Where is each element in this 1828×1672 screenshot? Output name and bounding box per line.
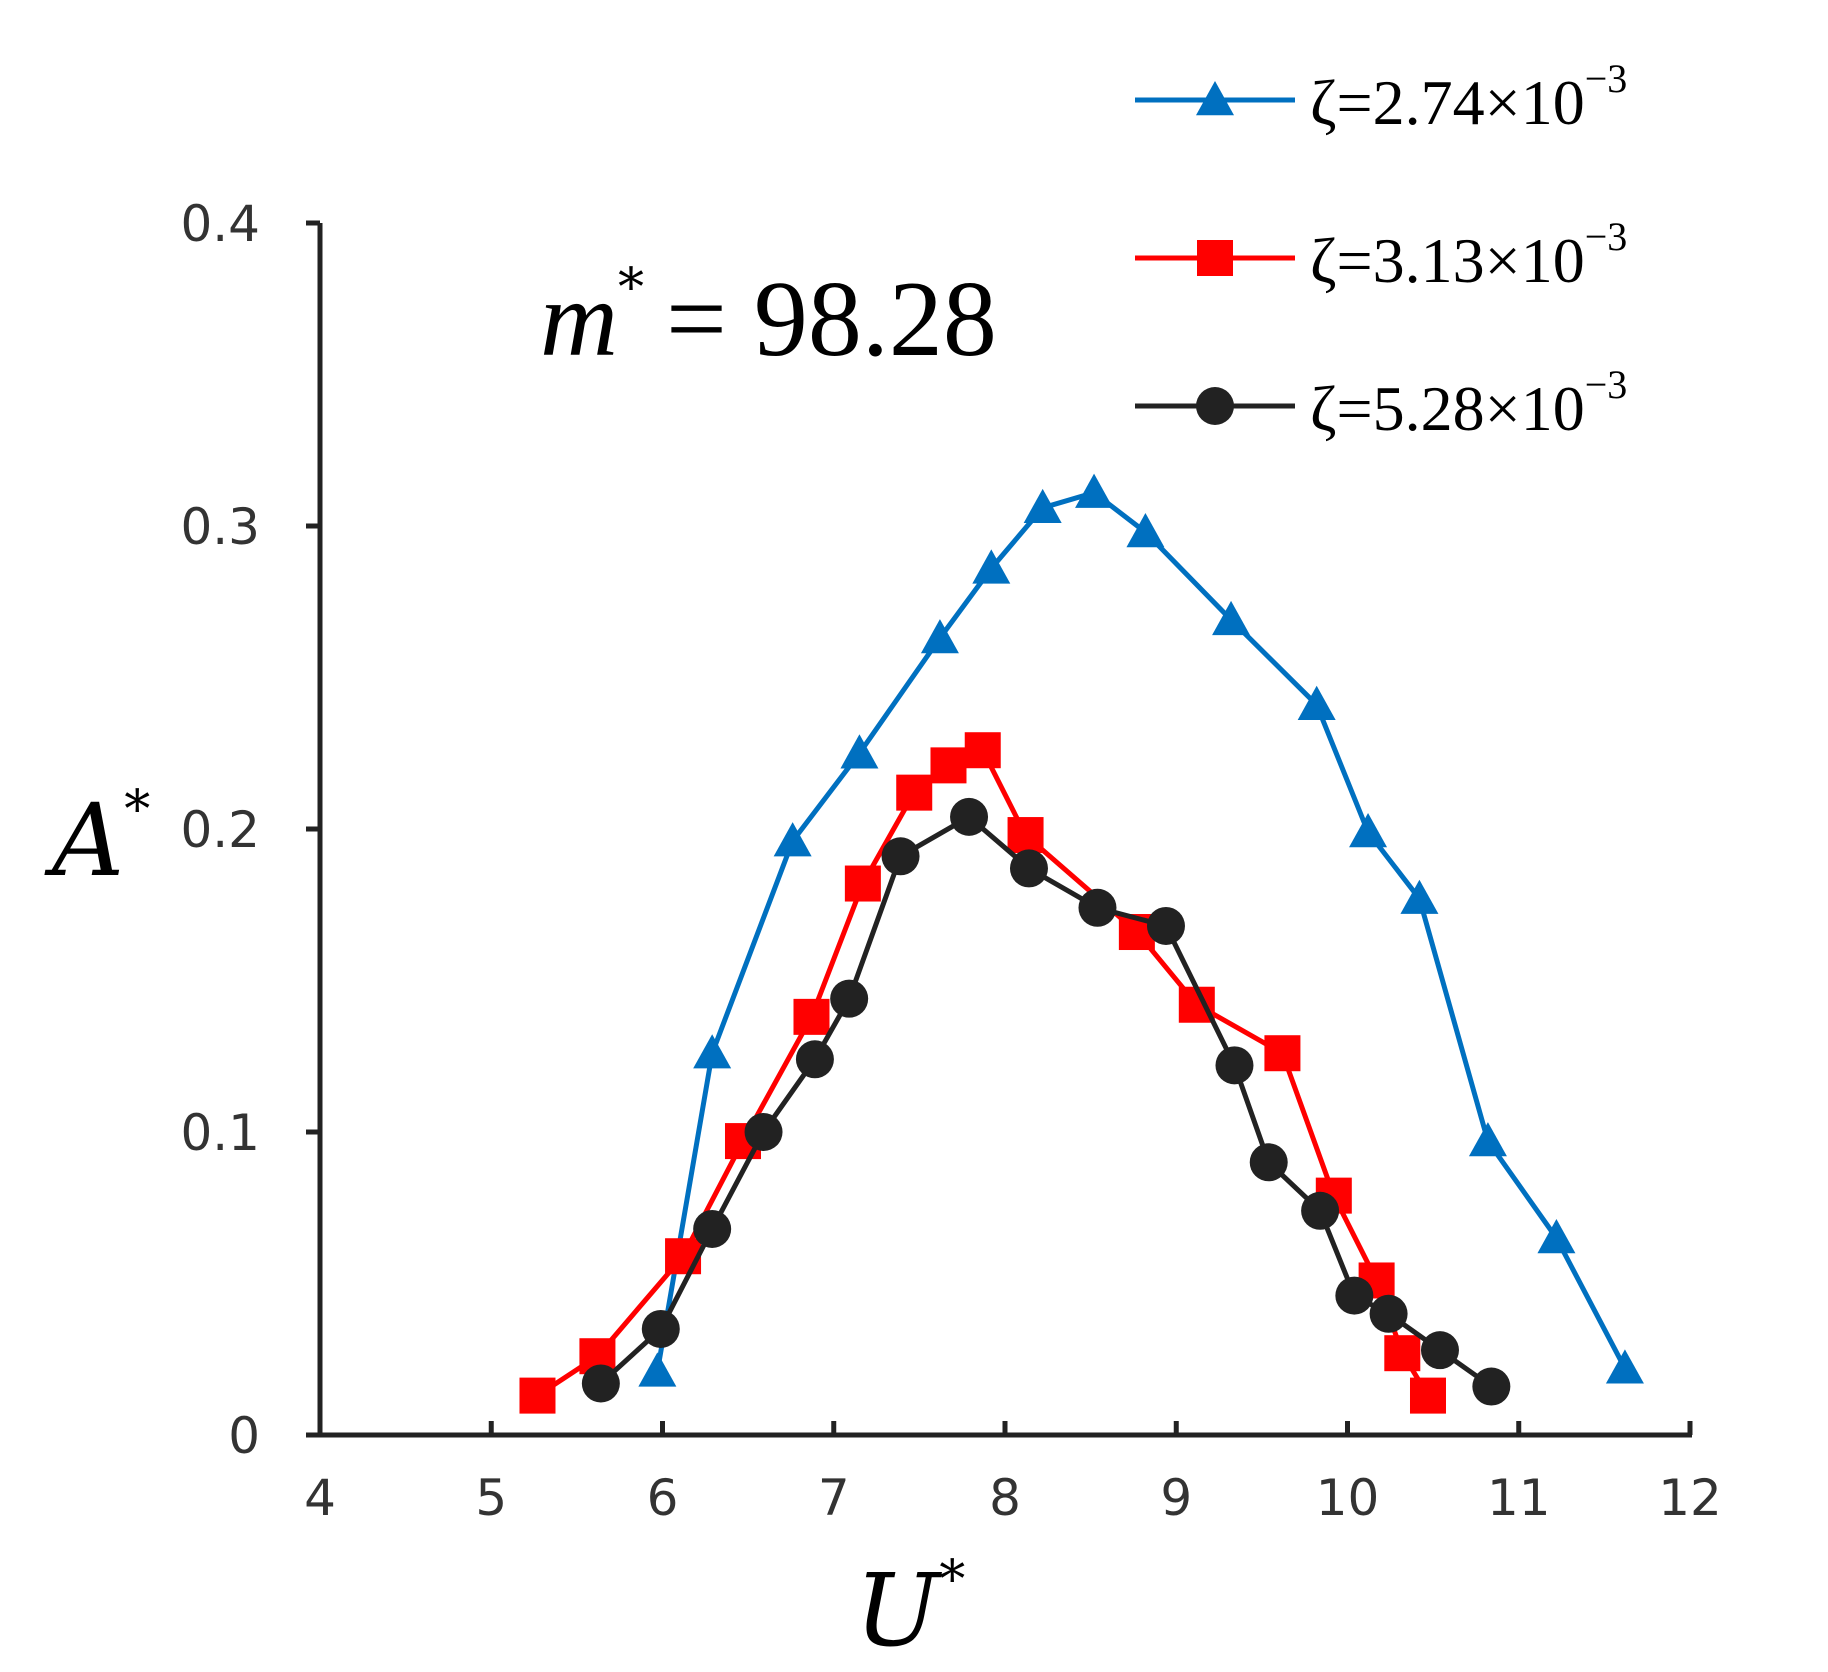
data-point <box>795 1040 834 1079</box>
data-point <box>1384 1335 1421 1372</box>
data-point <box>1249 1143 1288 1182</box>
tick-labels: 4 5 6 7 8 9 10 11 12 0 0.1 0.2 0.3 0.4 <box>180 195 1721 1527</box>
data-point <box>581 1364 620 1403</box>
data-point <box>1264 1035 1301 1072</box>
y-tick-label: 0.2 <box>180 801 260 859</box>
data-point <box>1007 817 1044 854</box>
x-tick-label: 4 <box>304 1469 336 1527</box>
data-point <box>972 549 1011 584</box>
data-point <box>1605 1349 1644 1384</box>
x-tick-label: 10 <box>1316 1469 1380 1527</box>
legend-swatch-marker <box>1196 81 1234 116</box>
series-1 <box>638 473 1644 1387</box>
y-tick-label: 0.4 <box>180 195 260 253</box>
legend-entry-1: ζ=2.74×10−3 <box>1135 56 1627 138</box>
data-point <box>920 619 959 654</box>
x-tick-label: 5 <box>475 1469 507 1527</box>
data-point <box>1023 488 1062 524</box>
annotation: m* = 98.28 <box>540 258 997 379</box>
x-tick-label: 7 <box>818 1469 850 1527</box>
y-axis-title-text: A* <box>44 780 150 899</box>
annotation-text: m* = 98.28 <box>540 258 997 379</box>
data-point <box>519 1377 556 1414</box>
series-layer <box>519 473 1644 1414</box>
data-point <box>930 747 967 784</box>
data-point <box>1297 685 1336 720</box>
data-point <box>1349 813 1388 848</box>
data-point <box>964 732 1001 769</box>
legend-entry-3: ζ=5.28×10−3 <box>1135 362 1627 444</box>
data-point <box>1078 888 1117 927</box>
y-tick-label: 0.1 <box>180 1104 260 1162</box>
y-axis-title: A* <box>44 780 150 899</box>
data-point <box>1212 600 1251 636</box>
x-tick-label: 8 <box>989 1469 1021 1527</box>
data-point <box>1409 1377 1446 1414</box>
data-point <box>950 797 989 836</box>
legend-swatch-marker <box>1196 387 1234 425</box>
legend-swatch-marker <box>1197 240 1233 276</box>
data-point <box>1301 1191 1340 1230</box>
x-axis-title-text: U* <box>855 1550 965 1669</box>
series-3 <box>581 797 1511 1406</box>
x-tick-label: 9 <box>1160 1469 1192 1527</box>
data-point <box>1126 513 1165 548</box>
data-point <box>641 1309 680 1348</box>
data-point <box>1146 906 1185 945</box>
data-point <box>773 822 812 857</box>
x-tick-label: 6 <box>647 1469 679 1527</box>
data-point <box>1009 849 1048 888</box>
data-point <box>693 1034 732 1069</box>
data-point <box>1468 1122 1507 1157</box>
legend-entry-2: ζ=3.13×10−3 <box>1135 214 1627 296</box>
series-line <box>654 490 1628 1372</box>
y-tick-label: 0.3 <box>180 498 260 556</box>
data-point <box>793 998 830 1035</box>
legend: ζ=2.74×10−3 ζ=3.13×10−3 ζ=5.28×10−3 <box>1135 56 1627 444</box>
data-point <box>1075 473 1114 508</box>
x-axis-title: U* <box>855 1550 965 1669</box>
data-point <box>1420 1331 1459 1370</box>
data-point <box>1400 879 1439 914</box>
legend-label: ζ=3.13×10−3 <box>1310 214 1627 296</box>
y-tick-label: 0 <box>228 1407 260 1465</box>
data-point <box>1215 1046 1254 1085</box>
legend-label: ζ=5.28×10−3 <box>1310 362 1627 444</box>
data-point <box>830 979 869 1018</box>
x-tick-label: 12 <box>1658 1469 1722 1527</box>
legend-label: ζ=2.74×10−3 <box>1310 56 1627 138</box>
data-point <box>665 1238 702 1275</box>
data-point <box>881 837 920 876</box>
data-point <box>1472 1367 1511 1406</box>
data-point <box>840 734 879 769</box>
data-point <box>1537 1219 1576 1254</box>
data-point <box>844 865 881 902</box>
data-point <box>744 1113 783 1151</box>
x-tick-label: 11 <box>1487 1469 1551 1527</box>
data-point <box>896 774 933 811</box>
data-point <box>1335 1276 1374 1315</box>
axes <box>306 220 1693 1438</box>
data-point <box>693 1209 732 1248</box>
data-point <box>1369 1294 1408 1333</box>
data-point <box>638 1352 677 1387</box>
